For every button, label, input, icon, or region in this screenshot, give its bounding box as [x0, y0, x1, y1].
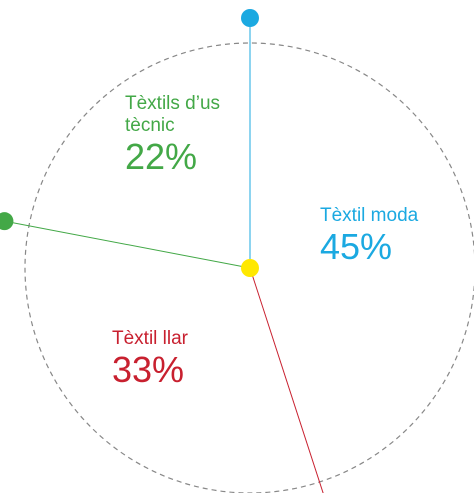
- value-label: 33%: [112, 348, 185, 390]
- center-dot: [241, 259, 259, 277]
- segment-label: Tèxtil moda 45%: [320, 205, 474, 266]
- segment-label: Tèxtil llar 33%: [112, 328, 272, 389]
- category-name: Tèxtil llar: [112, 328, 189, 349]
- boundary-dot: [241, 9, 259, 27]
- segment-label: Tèxtils d’us tècnic 22%: [125, 93, 250, 176]
- value-label: 22%: [125, 135, 198, 177]
- outline-circle: [24, 42, 474, 493]
- category-name: Tèxtil moda: [320, 205, 419, 226]
- value-label: 45%: [320, 225, 393, 267]
- boundary-dot: [0, 212, 14, 231]
- segment-boundary: [4, 220, 251, 269]
- category-name: Tèxtils d’us tècnic: [125, 93, 221, 136]
- segment-boundary: [249, 267, 324, 493]
